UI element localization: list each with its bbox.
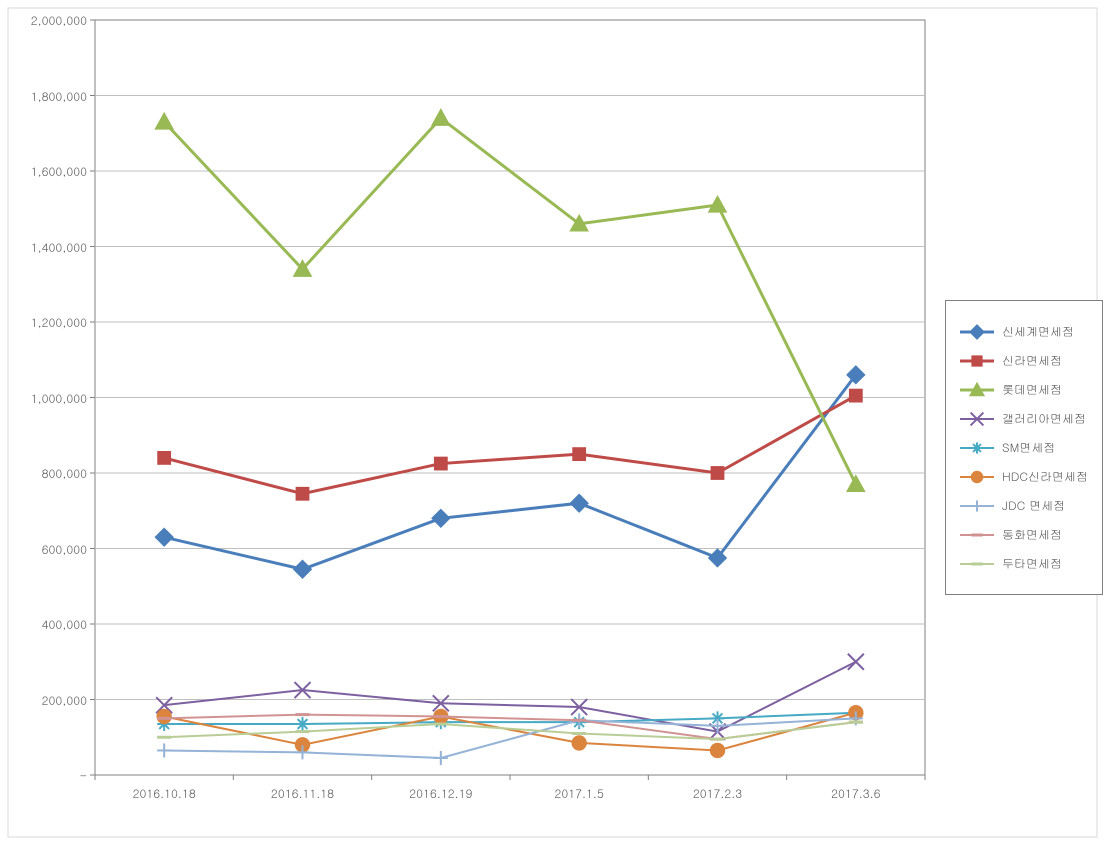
legend-label: 롯데면세점 xyxy=(1002,381,1062,398)
x-tick-label: 2017.2.3 xyxy=(668,785,768,802)
legend-item: 신세계면세점 xyxy=(960,323,1088,340)
legend: 신세계면세점신라면세점롯데면세점갤러리아면세점 SM면세점 HDC신라면세점 JDC … xyxy=(945,300,1103,595)
series xyxy=(156,654,864,740)
legend-label: 갤러리아면세점 xyxy=(1002,410,1086,427)
legend-label: 동화면세점 xyxy=(1002,526,1062,543)
x-tick-label: 2016.11.18 xyxy=(253,785,353,802)
legend-swatch xyxy=(960,469,994,485)
y-tick-label: 1,600,000 xyxy=(31,163,87,180)
series xyxy=(157,715,863,740)
y-tick-label: 400,000 xyxy=(42,616,87,633)
legend-swatch xyxy=(960,324,994,340)
y-tick-label: 1,000,000 xyxy=(31,390,87,407)
line-chart: - 200,000 400,000 600,000 800,000 1,000,000 1,… xyxy=(0,0,1105,845)
legend-label: 신라면세점 xyxy=(1002,352,1062,369)
series xyxy=(158,389,862,500)
series xyxy=(155,109,865,491)
y-tick-label: 1,400,000 xyxy=(31,239,87,256)
legend-swatch xyxy=(960,498,994,514)
legend-swatch xyxy=(960,527,994,543)
legend-swatch xyxy=(960,411,994,427)
series xyxy=(157,706,863,758)
y-tick-label: 600,000 xyxy=(42,541,87,558)
series xyxy=(157,711,863,765)
y-tick-label: 200,000 xyxy=(42,692,87,709)
legend-item: JDC 면세점 xyxy=(960,497,1088,514)
plot-area xyxy=(0,0,1105,845)
x-tick-label: 2016.12.19 xyxy=(391,785,491,802)
legend-label: SM면세점 xyxy=(1002,439,1055,456)
legend-item: SM면세점 xyxy=(960,439,1088,456)
legend-item: 갤러리아면세점 xyxy=(960,410,1088,427)
y-tick-label: 800,000 xyxy=(42,465,87,482)
legend-swatch xyxy=(960,556,994,572)
legend-item: 롯데면세점 xyxy=(960,381,1088,398)
y-tick-label: 2,000,000 xyxy=(31,12,87,29)
x-tick-label: 2017.1.5 xyxy=(529,785,629,802)
legend-label: HDC신라면세점 xyxy=(1002,468,1088,485)
legend-label: JDC 면세점 xyxy=(1002,497,1065,514)
legend-item: 두타면세점 xyxy=(960,555,1088,572)
legend-label: 두타면세점 xyxy=(1002,555,1062,572)
legend-swatch xyxy=(960,440,994,456)
legend-item: 동화면세점 xyxy=(960,526,1088,543)
y-tick-label: 1,800,000 xyxy=(31,88,87,105)
legend-swatch xyxy=(960,382,994,398)
legend-item: HDC신라면세점 xyxy=(960,468,1088,485)
y-tick-label: - xyxy=(80,767,88,784)
legend-label: 신세계면세점 xyxy=(1002,323,1074,340)
x-tick-label: 2016.10.18 xyxy=(114,785,214,802)
y-tick-label: 1,200,000 xyxy=(31,314,87,331)
legend-item: 신라면세점 xyxy=(960,352,1088,369)
legend-swatch xyxy=(960,353,994,369)
x-tick-label: 2017.3.6 xyxy=(806,785,906,802)
